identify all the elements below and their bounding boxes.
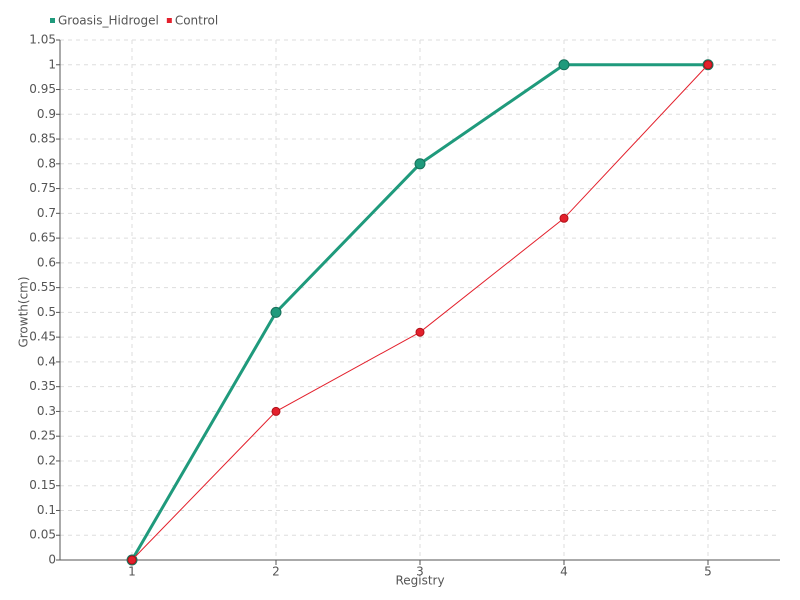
legend-label: Control: [175, 14, 218, 28]
point: [271, 406, 281, 416]
y-tick-label: 0.2: [37, 453, 56, 467]
y-tick-label: 1: [48, 57, 56, 71]
y-tick-label: 0.75: [29, 181, 56, 195]
y-tick-label: 0: [48, 553, 56, 567]
y-tick-label: 0.4: [37, 354, 56, 368]
y-tick-label: 0.65: [29, 231, 56, 245]
x-tick-label: 2: [272, 565, 280, 579]
x-tick-label: 1: [128, 565, 136, 579]
point: [414, 158, 426, 170]
point: [270, 306, 282, 318]
x-tick-label: 4: [560, 565, 568, 579]
y-tick-label: 0.6: [37, 255, 56, 269]
y-tick-label: 0.85: [29, 132, 56, 146]
point: [415, 327, 425, 337]
y-axis-title: Growth(cm): [17, 276, 31, 347]
y-tick-label: 0.1: [37, 503, 56, 517]
y-tick-label: 0.15: [29, 478, 56, 492]
legend-swatch: [166, 18, 172, 23]
y-tick-label: 0.3: [37, 404, 56, 418]
point: [127, 555, 137, 565]
y-tick-label: 1.05: [29, 33, 56, 47]
y-tick-label: 0.05: [29, 528, 56, 542]
x-tick-label: 3: [416, 565, 424, 579]
point: [558, 59, 570, 71]
y-tick-label: 0.95: [29, 82, 56, 96]
y-tick-label: 0.5: [37, 305, 56, 319]
legend-label: Groasis_Hidrogel: [58, 14, 159, 28]
x-axis-title: Registry: [395, 574, 444, 588]
y-tick-label: 0.7: [37, 206, 56, 220]
point: [559, 213, 569, 223]
y-tick-label: 0.35: [29, 379, 56, 393]
point: [703, 60, 713, 70]
y-tick-label: 0.25: [29, 429, 56, 443]
legend-swatch: [50, 18, 55, 23]
y-tick-label: 0.45: [29, 330, 56, 344]
y-tick-label: 0.8: [37, 156, 56, 170]
x-tick-label: 5: [704, 565, 712, 579]
y-tick-label: 0.9: [37, 107, 56, 121]
y-tick-label: 0.55: [29, 280, 56, 294]
